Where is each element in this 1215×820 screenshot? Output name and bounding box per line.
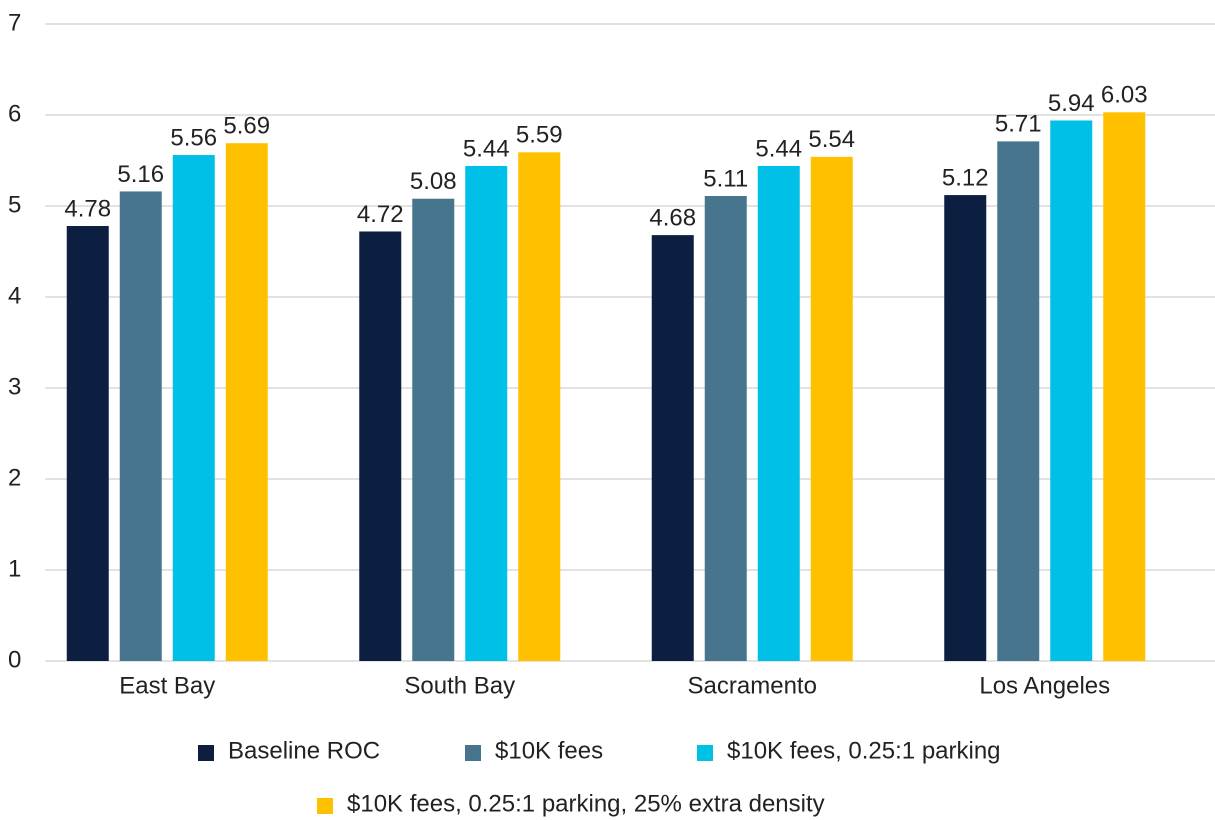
y-tick-label: 4 [8,282,21,309]
y-tick-label: 1 [8,555,21,582]
value-label: 4.78 [64,195,111,222]
bar [172,155,215,662]
value-label: 5.11 [703,165,748,192]
value-label: 5.12 [942,164,989,191]
legend-swatch [465,745,481,761]
legend-swatch [198,745,214,761]
bar [225,143,268,661]
value-label: 4.72 [357,201,404,228]
value-label: 4.68 [649,204,696,231]
value-label: 5.44 [755,135,802,162]
bar [810,156,853,662]
bar [518,152,561,661]
bar [944,195,987,661]
bar [704,195,747,662]
y-tick-label: 7 [8,9,21,36]
bar [1050,120,1093,661]
legend-label: $10K fees, 0.25:1 parking [727,737,1001,764]
legend-label: $10K fees, 0.25:1 parking, 25% extra den… [347,790,825,817]
y-tick-label: 5 [8,191,21,218]
value-label: 5.44 [463,135,510,162]
y-tick-label: 3 [8,373,21,400]
y-tick-label: 2 [8,464,21,491]
value-label: 5.71 [995,111,1042,138]
bar [119,191,162,661]
bar [997,141,1040,661]
value-label: 5.08 [410,168,457,195]
value-label: 5.16 [117,161,164,188]
bar [465,165,508,661]
value-label: 6.03 [1101,82,1148,109]
legend-label: Baseline ROC [228,737,380,764]
x-tick-label: South Bay [404,672,515,699]
bar [66,226,109,661]
bar [1103,112,1146,661]
value-label: 5.94 [1048,90,1095,117]
value-label: 5.59 [516,122,563,149]
legend-swatch [317,798,333,814]
legend-label: $10K fees [495,737,603,764]
y-tick-label: 6 [8,100,21,127]
legend-swatch [697,745,713,761]
y-tick-label: 0 [8,646,21,673]
x-tick-label: Los Angeles [979,672,1110,699]
bar [359,231,402,662]
x-tick-label: Sacramento [688,672,817,699]
x-tick-label: East Bay [119,672,215,699]
value-label: 5.54 [808,126,855,153]
value-label: 5.56 [170,124,217,151]
bar [757,165,800,661]
bar [412,198,455,661]
bar [651,235,694,661]
value-label: 5.69 [223,113,270,140]
